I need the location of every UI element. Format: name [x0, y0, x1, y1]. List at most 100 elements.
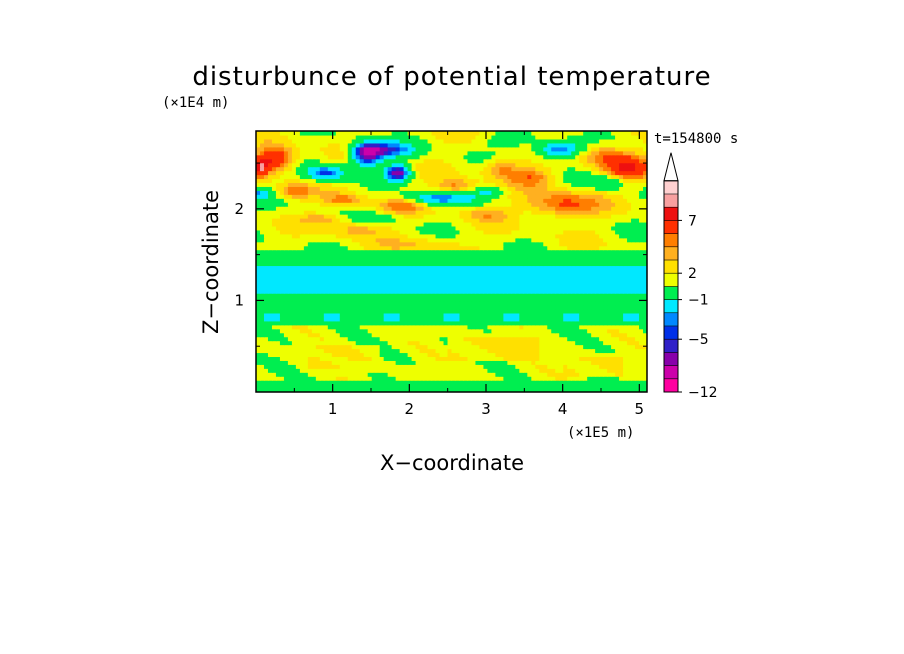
- field-cell: [411, 380, 417, 385]
- field-cell: [535, 206, 540, 211]
- field-cell: [343, 316, 349, 322]
- field-cell: [267, 293, 273, 298]
- field-cell: [635, 348, 640, 354]
- field-cell: [287, 273, 293, 278]
- field-cell: [487, 277, 492, 282]
- field-cell: [363, 388, 369, 392]
- field-cell: [319, 218, 325, 223]
- field-cell: [355, 218, 361, 223]
- field-cell: [519, 324, 524, 330]
- field-cell: [579, 273, 584, 278]
- field-cell: [331, 206, 337, 211]
- field-cell: [403, 320, 409, 326]
- field-cell: [639, 344, 644, 350]
- field-cell: [447, 376, 453, 381]
- field-cell: [599, 221, 604, 227]
- field-cell: [395, 368, 401, 373]
- field-cell: [487, 293, 492, 298]
- field-cell: [539, 364, 544, 369]
- field-cell: [367, 261, 373, 267]
- field-cell: [256, 277, 261, 282]
- field-cell: [599, 237, 604, 243]
- field-cell: [359, 190, 365, 195]
- field-cell: [383, 332, 389, 338]
- field-cell: [571, 324, 576, 330]
- field-cell: [611, 305, 616, 310]
- field-cell: [455, 237, 461, 243]
- field-cell: [471, 277, 477, 282]
- field-cell: [587, 312, 592, 318]
- field-cell: [475, 281, 481, 286]
- field-cell: [455, 285, 461, 290]
- field-cell: [331, 229, 337, 235]
- field-cell: [479, 202, 485, 207]
- field-cell: [347, 308, 353, 314]
- field-cell: [495, 229, 500, 235]
- field-cell: [555, 289, 560, 294]
- field-cell: [627, 253, 632, 259]
- field-cell: [371, 301, 377, 306]
- field-cell: [283, 261, 289, 267]
- field-cell: [343, 320, 349, 326]
- field-cell: [503, 221, 508, 227]
- field-cell: [407, 261, 413, 267]
- field-cell: [539, 376, 544, 381]
- field-cell: [619, 221, 624, 227]
- field-cell: [471, 257, 477, 263]
- field-cell: [347, 380, 353, 385]
- field-cell: [627, 261, 632, 267]
- field-cell: [559, 214, 564, 219]
- field-cell: [627, 380, 632, 385]
- field-cell: [463, 316, 469, 322]
- field-cell: [299, 324, 305, 330]
- field-cell: [291, 233, 297, 239]
- field-cell: [431, 305, 437, 310]
- field-cell: [483, 269, 489, 274]
- field-cell: [527, 210, 532, 215]
- field-cell: [359, 324, 365, 330]
- field-cell: [527, 372, 532, 377]
- field-cell: [407, 368, 413, 373]
- field-cell: [471, 301, 477, 306]
- field-cell: [611, 277, 616, 282]
- field-cell: [635, 269, 640, 274]
- field-cell: [503, 261, 508, 267]
- field-cell: [319, 344, 325, 350]
- field-cell: [615, 253, 620, 259]
- field-cell: [611, 261, 616, 267]
- field-cell: [587, 237, 592, 243]
- field-cell: [343, 194, 349, 199]
- field-cell: [271, 328, 277, 334]
- field-cell: [519, 293, 524, 298]
- field-cell: [319, 301, 325, 306]
- field-cell: [347, 241, 353, 247]
- field-cell: [595, 372, 600, 377]
- field-cell: [311, 273, 317, 278]
- field-cell: [407, 218, 413, 223]
- field-cell: [299, 384, 305, 389]
- field-cell: [403, 372, 409, 377]
- field-cell: [419, 293, 425, 298]
- field-cell: [627, 320, 632, 326]
- field-cell: [427, 225, 433, 231]
- field-cell: [451, 312, 457, 318]
- field-cell: [447, 356, 453, 361]
- field-cell: [463, 265, 469, 270]
- field-cell: [379, 356, 385, 361]
- field-cell: [395, 328, 401, 334]
- field-cell: [423, 344, 429, 350]
- field-cell: [299, 372, 305, 377]
- field-cell: [451, 273, 457, 278]
- field-cell: [439, 257, 445, 263]
- field-cell: [563, 253, 568, 259]
- field-cell: [431, 352, 437, 357]
- field-cell: [383, 388, 389, 392]
- field-cell: [555, 233, 560, 239]
- field-cell: [631, 368, 636, 373]
- field-cell: [275, 297, 281, 302]
- field-cell: [479, 340, 485, 346]
- field-cell: [275, 269, 281, 274]
- field-cell: [603, 340, 608, 346]
- field-cell: [291, 257, 297, 263]
- field-cell: [279, 245, 285, 251]
